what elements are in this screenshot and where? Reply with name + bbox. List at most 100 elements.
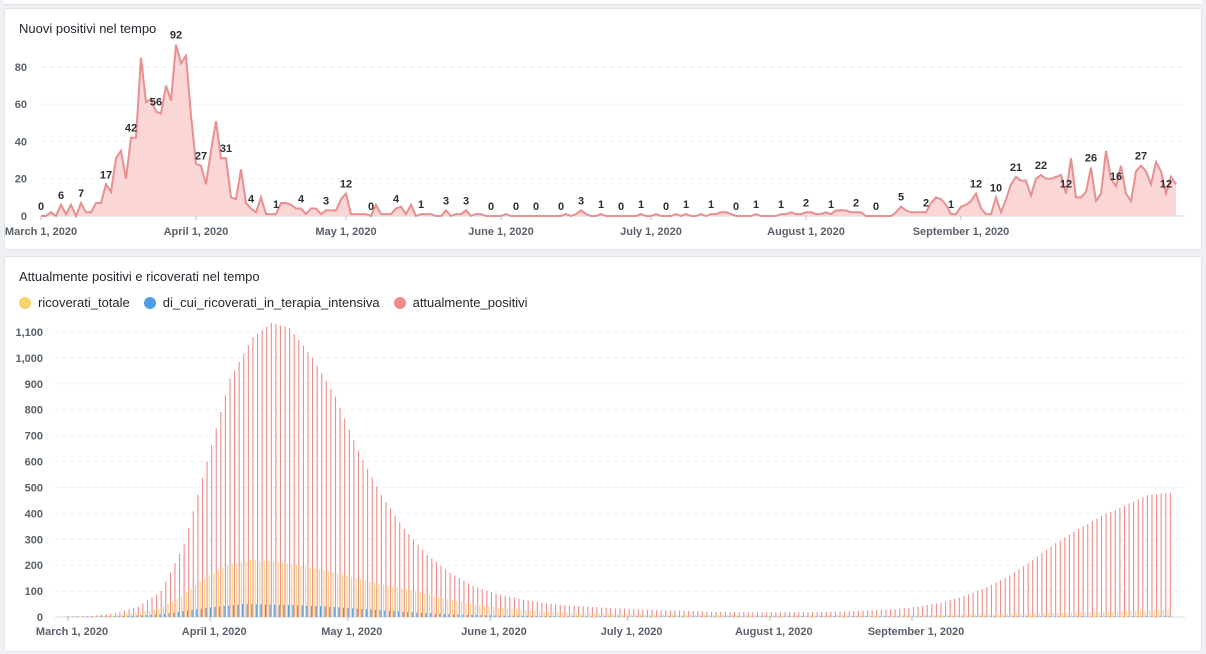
bar-terapia-intensiva: [425, 613, 427, 617]
bar-ricoverati-totale: [378, 583, 380, 617]
data-label: 0: [558, 201, 564, 213]
bar-ricoverati-totale: [149, 610, 151, 617]
bar-ricoverati-totale: [511, 608, 513, 617]
data-label: 1: [778, 199, 784, 211]
bar-terapia-intensiva: [691, 616, 693, 617]
bar-terapia-intensiva: [875, 616, 877, 617]
bar-ricoverati-totale: [139, 611, 141, 617]
y-tick-label: 0: [37, 612, 43, 624]
bar-attualmente-positivi: [389, 508, 392, 617]
bar-terapia-intensiva: [168, 613, 170, 617]
bar-ricoverati-totale: [116, 615, 119, 617]
bar-attualmente-positivi: [151, 597, 153, 617]
bar-terapia-intensiva: [975, 616, 978, 617]
bar-attualmente-positivi: [220, 411, 222, 617]
x-tick-label: March 1, 2020: [36, 626, 108, 638]
bar-terapia-intensiva: [159, 614, 161, 617]
legend-item-terapia-intensiva[interactable]: di_cui_ricoverati_in_terapia_intensiva: [143, 295, 380, 310]
bar-ricoverati-totale: [882, 615, 885, 617]
bar-ricoverati-totale: [850, 615, 852, 617]
bar-attualmente-positivi: [1050, 546, 1052, 617]
bar-ricoverati-totale: [827, 615, 830, 617]
legend-item-attualmente-positivi[interactable]: attualmente_positivi: [393, 295, 528, 310]
y-tick-label: 1,100: [15, 327, 43, 339]
bar-terapia-intensiva: [466, 614, 468, 617]
bar-ricoverati-totale: [745, 615, 747, 617]
bar-terapia-intensiva: [553, 616, 556, 617]
bar-attualmente-positivi: [844, 611, 846, 617]
bar-attualmente-positivi: [215, 428, 217, 617]
bar-terapia-intensiva: [677, 616, 679, 617]
y-tick-label: 700: [25, 431, 43, 443]
bar-terapia-intensiva: [150, 614, 152, 617]
bar-terapia-intensiva: [994, 616, 996, 617]
y-tick-label: 20: [15, 174, 27, 186]
bar-terapia-intensiva: [1131, 616, 1133, 617]
bar-terapia-intensiva: [576, 616, 578, 617]
bar-ricoverati-totale: [864, 615, 866, 617]
bar-ricoverati-totale: [1112, 611, 1114, 617]
bar-ricoverati-totale: [1025, 613, 1027, 617]
bar-terapia-intensiva: [264, 604, 267, 617]
bar-chart[interactable]: 0 100 200 300 400 500 600 700 800 900 1,000 1,100 Ma…: [5, 257, 1203, 653]
data-label: 12: [1060, 179, 1072, 191]
data-label: 22: [1035, 160, 1047, 172]
legend-item-ricoverati-totale[interactable]: ricoverati_totale: [19, 295, 130, 310]
bar-attualmente-positivi: [665, 610, 667, 617]
bar-attualmente-positivi: [1023, 566, 1025, 617]
bar-ricoverati-totale: [350, 576, 352, 617]
bar-attualmente-positivi: [954, 598, 956, 617]
bar-terapia-intensiva: [943, 616, 945, 617]
bar-attualmente-positivi: [289, 328, 291, 617]
bar-terapia-intensiva: [136, 615, 138, 617]
bar-ricoverati-totale: [988, 614, 990, 617]
bar-attualmente-positivi: [600, 607, 603, 617]
bar-ricoverati-totale: [332, 572, 334, 617]
bar-terapia-intensiva: [439, 613, 441, 617]
bar-ricoverati-totale: [580, 613, 582, 617]
bar-attualmente-positivi: [931, 604, 933, 617]
bar-ricoverati-totale: [731, 615, 733, 617]
bar-terapia-intensiva: [847, 616, 849, 617]
bar-ricoverati-totale: [84, 616, 86, 617]
bar-attualmente-positivi: [417, 544, 419, 617]
bar-ricoverati-totale: [905, 615, 908, 617]
bar-terapia-intensiva: [842, 616, 844, 617]
bar-terapia-intensiva: [480, 615, 482, 617]
bar-attualmente-positivi: [614, 608, 616, 617]
bar-ricoverati-totale: [1016, 613, 1018, 617]
bar-attualmente-positivi: [798, 612, 800, 617]
bar-attualmente-positivi: [513, 597, 515, 617]
bar-ricoverati-totale: [1002, 614, 1004, 617]
bar-attualmente-positivi: [885, 609, 887, 617]
bar-ricoverati-totale: [167, 604, 169, 617]
bar-terapia-intensiva: [1108, 616, 1111, 617]
data-label: 12: [340, 179, 352, 191]
bar-attualmente-positivi: [339, 407, 341, 617]
bar-ricoverati-totale: [1011, 613, 1013, 617]
data-label: 12: [970, 179, 982, 191]
bar-ricoverati-totale: [575, 613, 577, 617]
bar-ricoverati-totale: [892, 615, 894, 617]
bar-terapia-intensiva: [966, 616, 968, 617]
bar-ricoverati-totale: [1130, 610, 1132, 617]
bar-ricoverati-totale: [768, 615, 770, 617]
bar-ricoverati-totale: [846, 615, 848, 617]
bar-terapia-intensiva: [861, 616, 863, 617]
bar-ricoverati-totale: [346, 575, 348, 617]
bar-terapia-intensiva: [457, 614, 459, 617]
bar-terapia-intensiva: [1136, 616, 1138, 617]
bar-ricoverati-totale: [777, 615, 779, 617]
bar-ricoverati-totale: [236, 563, 238, 617]
bar-attualmente-positivi: [68, 616, 70, 617]
bar-terapia-intensiva: [329, 606, 331, 617]
bar-attualmente-positivi: [472, 585, 474, 617]
bar-attualmente-positivi: [789, 612, 791, 617]
data-label: 1: [753, 199, 759, 211]
bar-terapia-intensiva: [508, 615, 510, 617]
bar-attualmente-positivi: [206, 461, 208, 617]
bar-attualmente-positivi: [949, 600, 951, 617]
legend-dot-icon: [19, 296, 31, 309]
bar-ricoverati-totale: [1107, 611, 1109, 617]
